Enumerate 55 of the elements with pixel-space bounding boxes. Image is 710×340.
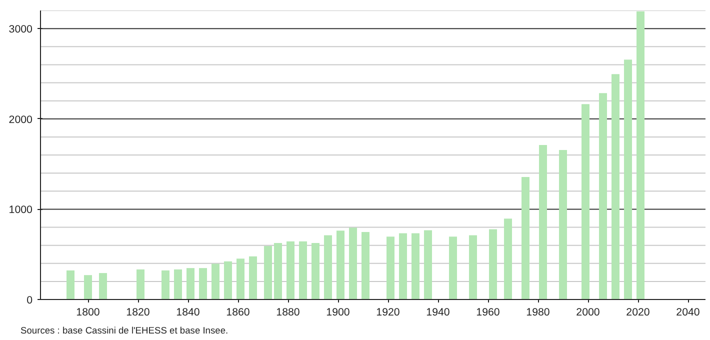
bar <box>162 270 170 300</box>
bar <box>84 275 92 300</box>
bar <box>522 177 530 300</box>
y-tick-label: 1000 <box>8 204 33 216</box>
bar <box>249 256 257 300</box>
bar <box>624 60 632 300</box>
bar <box>136 269 144 300</box>
bar <box>386 236 394 300</box>
bar <box>449 236 457 300</box>
bar <box>66 270 74 300</box>
bar <box>362 232 370 300</box>
bar <box>286 241 294 300</box>
bar <box>489 229 497 300</box>
x-tick-label: 1840 <box>176 306 200 318</box>
y-tick-label: 3000 <box>8 24 33 36</box>
bar <box>264 246 272 300</box>
x-tick-label: 1900 <box>326 306 350 318</box>
x-tick-label: 1800 <box>76 306 100 318</box>
source-note: Sources : base Cassini de l'EHESS et base Insee. <box>20 326 228 336</box>
bar <box>324 235 332 300</box>
x-tick-label: 2000 <box>576 306 600 318</box>
bar <box>539 144 547 300</box>
bar <box>424 230 432 300</box>
bar <box>212 264 220 300</box>
x-tick-label: 1960 <box>476 306 500 318</box>
bar <box>312 242 320 300</box>
bar <box>612 74 620 300</box>
bar <box>469 235 477 300</box>
x-tick-label: 1940 <box>426 306 450 318</box>
y-tick-label: 0 <box>26 294 33 306</box>
bar <box>236 258 244 300</box>
bar <box>636 11 644 300</box>
bar <box>412 233 420 300</box>
x-tick-label: 1820 <box>126 306 150 318</box>
bar <box>199 268 207 300</box>
x-tick-label: 2020 <box>626 306 650 318</box>
x-tick-label: 1920 <box>376 306 400 318</box>
bar <box>186 268 194 300</box>
x-tick-label: 2040 <box>676 306 700 318</box>
bar <box>582 104 590 300</box>
y-tick-label: 2000 <box>8 114 33 126</box>
bar <box>504 218 512 300</box>
bar <box>336 230 344 300</box>
x-tick-label: 1980 <box>526 306 550 318</box>
bar <box>349 228 357 300</box>
bar <box>559 150 567 300</box>
bar <box>174 269 182 300</box>
bar <box>274 242 282 300</box>
x-tick-label: 1880 <box>276 306 300 318</box>
bar <box>399 233 407 300</box>
bar <box>99 273 107 300</box>
bar <box>224 261 232 300</box>
bar <box>599 93 607 300</box>
bar <box>299 241 307 300</box>
x-tick-label: 1860 <box>226 306 250 318</box>
